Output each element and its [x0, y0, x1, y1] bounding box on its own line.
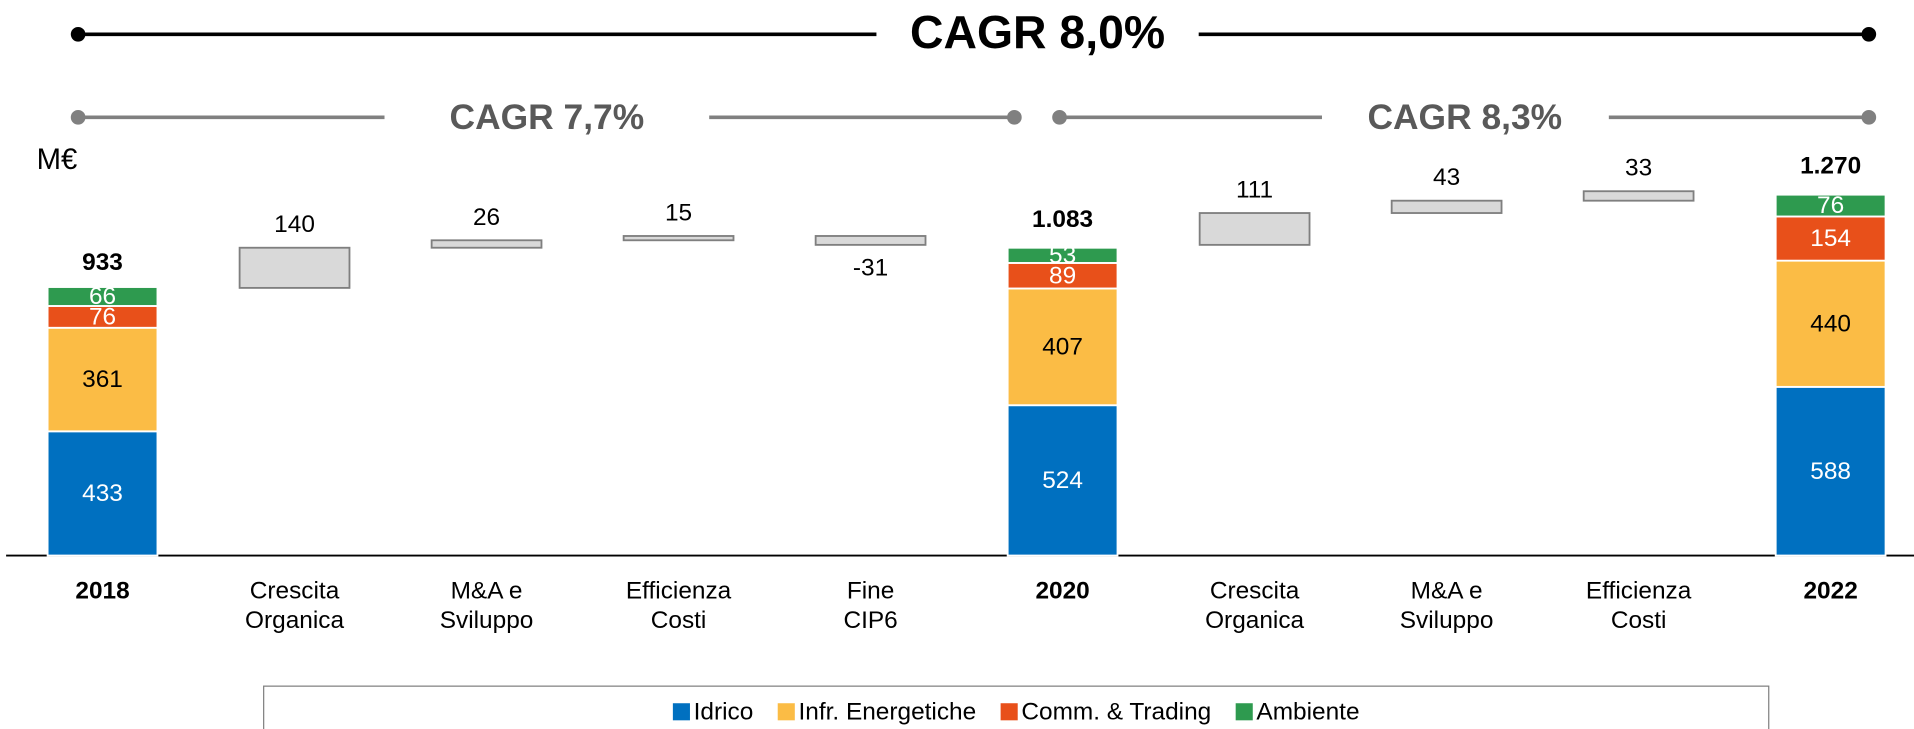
cagr-label: CAGR 7,7%: [450, 98, 645, 137]
x-tick-label: M&A e: [451, 578, 523, 605]
delta-label: 15: [665, 199, 692, 226]
x-tick-label: Organica: [1205, 607, 1304, 634]
segment-label: 89: [1049, 262, 1076, 289]
stack-segment: [1774, 385, 1887, 557]
cagr-label: CAGR 8,0%: [910, 6, 1165, 58]
stack-segment: [1774, 215, 1887, 262]
total-label: 933: [82, 249, 123, 276]
x-tick-label: 2018: [75, 578, 129, 605]
x-tick-label: Organica: [245, 607, 344, 634]
cagr-dot: [70, 109, 86, 125]
x-tick-label: Efficienza: [1586, 578, 1692, 605]
delta-bar: [1198, 212, 1311, 246]
x-tick-label: Costi: [1611, 607, 1667, 634]
stack-segment: [46, 286, 159, 307]
stack-segment: [1006, 262, 1119, 290]
legend-label: Idrico: [694, 698, 754, 725]
delta-label: 111: [1236, 177, 1273, 204]
legend-swatch: [777, 703, 795, 721]
delta-label: -31: [853, 255, 888, 282]
stack-segment: [1006, 246, 1119, 264]
segment-label: 154: [1810, 225, 1851, 252]
stack-segment: [1006, 404, 1119, 557]
legend: Idrico Infr. Energetiche Comm. & Trading Am…: [672, 698, 1360, 725]
delta-bar: [430, 239, 543, 249]
segment-label: 433: [82, 480, 123, 507]
delta-bar: [1390, 199, 1503, 214]
x-tick-label: Sviluppo: [440, 607, 534, 634]
x-tick-label: Costi: [651, 607, 707, 634]
segment-label: 66: [89, 283, 116, 310]
stack-segment: [1774, 259, 1887, 388]
stack-segment: [46, 430, 159, 557]
delta-label: 43: [1433, 164, 1460, 191]
legend-label: Comm. & Trading: [1021, 698, 1211, 725]
cagr-dot: [1861, 26, 1877, 42]
stack-segment: [46, 326, 159, 433]
legend-swatch: [1000, 703, 1018, 721]
x-tick-label: Crescita: [250, 578, 340, 605]
segment-label: 361: [82, 366, 123, 393]
segment-label: 588: [1810, 458, 1851, 485]
delta-bar: [1582, 190, 1695, 202]
x-tick-label: Fine: [847, 578, 894, 605]
x-tick-label: 2022: [1803, 578, 1857, 605]
cagr-dot: [70, 26, 86, 42]
segment-label: 440: [1810, 310, 1851, 337]
segment-label: 524: [1042, 467, 1083, 494]
delta-label: 33: [1625, 155, 1652, 182]
delta-bar: [814, 235, 927, 246]
delta-label: 140: [274, 211, 315, 238]
unit-label: M€: [37, 143, 78, 176]
segment-label: 76: [89, 304, 116, 331]
legend-box: [263, 685, 1770, 729]
x-tick-label: M&A e: [1411, 578, 1483, 605]
cagr-dot: [1007, 109, 1022, 125]
x-tick-label: 2020: [1035, 578, 1089, 605]
x-tick-label: Efficienza: [626, 578, 732, 605]
delta-bar: [238, 246, 351, 289]
x-tick-label: Crescita: [1210, 578, 1300, 605]
delta-bar: [622, 235, 735, 242]
total-label: 1.270: [1800, 152, 1861, 179]
segment-label: 53: [1049, 242, 1076, 269]
stack-segment: [1774, 193, 1887, 218]
delta-label: 26: [473, 204, 500, 231]
x-tick-label: CIP6: [843, 607, 897, 634]
stack-segment: [1006, 287, 1119, 407]
legend-label: Infr. Energetiche: [798, 698, 976, 725]
cagr-dot: [1861, 109, 1877, 125]
legend-swatch: [1235, 703, 1253, 721]
legend-label: Ambiente: [1256, 698, 1359, 725]
total-label: 1.083: [1032, 206, 1093, 233]
cagr-label: CAGR 8,3%: [1367, 98, 1562, 137]
segment-label: 76: [1817, 192, 1844, 219]
legend-swatch: [672, 703, 690, 721]
segment-label: 407: [1042, 334, 1083, 361]
cagr-dot: [1052, 109, 1067, 125]
x-tick-label: Sviluppo: [1400, 607, 1494, 634]
